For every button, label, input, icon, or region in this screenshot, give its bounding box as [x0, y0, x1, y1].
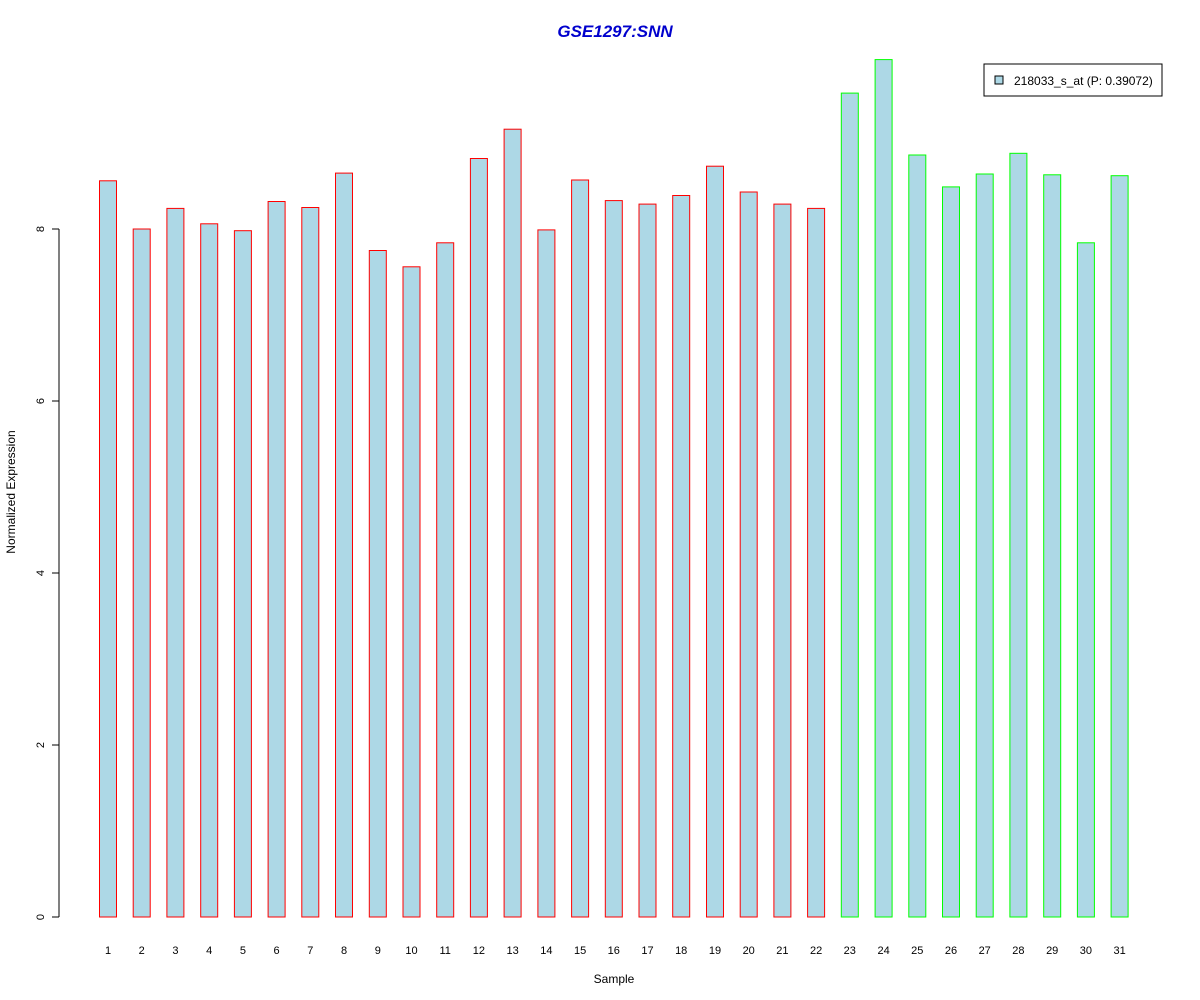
legend-swatch: [994, 75, 1004, 85]
bar: [1043, 174, 1062, 918]
bar: [267, 201, 286, 918]
bar: [335, 172, 353, 918]
x-tick-label: 15: [574, 945, 586, 957]
bar: [1110, 175, 1129, 918]
x-tick-label: 10: [405, 945, 417, 957]
bar: [604, 200, 623, 918]
bar: [773, 203, 792, 918]
x-tick-label: 18: [675, 945, 687, 957]
chart-title: GSE1297:SNN: [557, 22, 673, 41]
x-tick-label: 22: [810, 945, 822, 957]
x-tick-label: 21: [776, 945, 788, 957]
x-tick-label: 25: [911, 945, 923, 957]
x-tick-label: 20: [743, 945, 755, 957]
x-tick-label: 7: [307, 945, 313, 957]
x-tick-label: 28: [1012, 945, 1024, 957]
bar: [975, 173, 994, 918]
bar: [672, 195, 691, 918]
x-tick-label: 31: [1113, 945, 1125, 957]
x-tick-label: 26: [945, 945, 957, 957]
bar: [402, 266, 421, 918]
bar: [132, 228, 151, 918]
x-tick-label: 14: [540, 945, 552, 957]
bar: [908, 154, 927, 918]
bar: [436, 242, 455, 918]
x-tick-label: 8: [341, 945, 347, 957]
bar: [166, 207, 185, 918]
x-tick-label: 11: [439, 945, 450, 957]
legend-box: [983, 63, 1163, 97]
bar: [368, 250, 387, 918]
bar: [503, 128, 522, 918]
x-tick-label: 9: [375, 945, 381, 957]
x-tick-label: 16: [608, 945, 620, 957]
bars: [99, 59, 1129, 918]
x-tick-label: 19: [709, 945, 721, 957]
y-axis: 0 2 4 6 8: [35, 226, 60, 920]
bar: [469, 158, 488, 918]
y-tick-label: 6: [35, 398, 47, 404]
x-tick-label: 3: [172, 945, 178, 957]
x-tick-label: 13: [506, 945, 518, 957]
bar: [638, 203, 657, 918]
x-tick-label: 24: [877, 945, 889, 957]
x-tick-labels: 1 2 3 4 5 6 7 8 9 10 11 12 13 14 15 16 17 18 19 20 21 22 23 24 2…: [105, 945, 1126, 957]
bar: [739, 191, 758, 918]
bar: [301, 207, 320, 918]
bar: [233, 230, 252, 918]
y-tick-label: 4: [35, 570, 47, 576]
y-tick-label: 0: [35, 914, 47, 920]
bar: [1009, 152, 1028, 918]
legend-label: 218033_s_at (P: 0.39072): [1014, 74, 1153, 88]
x-tick-label: 29: [1046, 945, 1058, 957]
x-tick-label: 12: [473, 945, 485, 957]
bar: [706, 165, 724, 918]
x-tick-label: 17: [641, 945, 653, 957]
bar: [942, 186, 960, 918]
bar: [537, 229, 556, 918]
x-tick-label: 6: [274, 945, 280, 957]
x-tick-label: 27: [979, 945, 991, 957]
y-tick-label: 2: [35, 742, 47, 748]
bar: [1076, 242, 1095, 918]
bar: [840, 92, 859, 918]
x-tick-label: 4: [206, 945, 212, 957]
bar: [807, 207, 826, 918]
legend: 218033_s_at (P: 0.39072): [983, 63, 1163, 97]
x-tick-label: 23: [844, 945, 856, 957]
bar: [874, 59, 893, 918]
x-tick-label: 30: [1080, 945, 1092, 957]
x-tick-label: 5: [240, 945, 246, 957]
x-tick-label: 2: [139, 945, 145, 957]
bar: [200, 223, 219, 918]
x-axis-label: Sample: [594, 972, 635, 986]
y-tick-label: 8: [35, 226, 47, 232]
y-axis-label: Normalized Expression: [4, 430, 18, 553]
bar: [571, 179, 590, 918]
bar: [99, 180, 117, 918]
x-tick-label: 1: [105, 945, 111, 957]
